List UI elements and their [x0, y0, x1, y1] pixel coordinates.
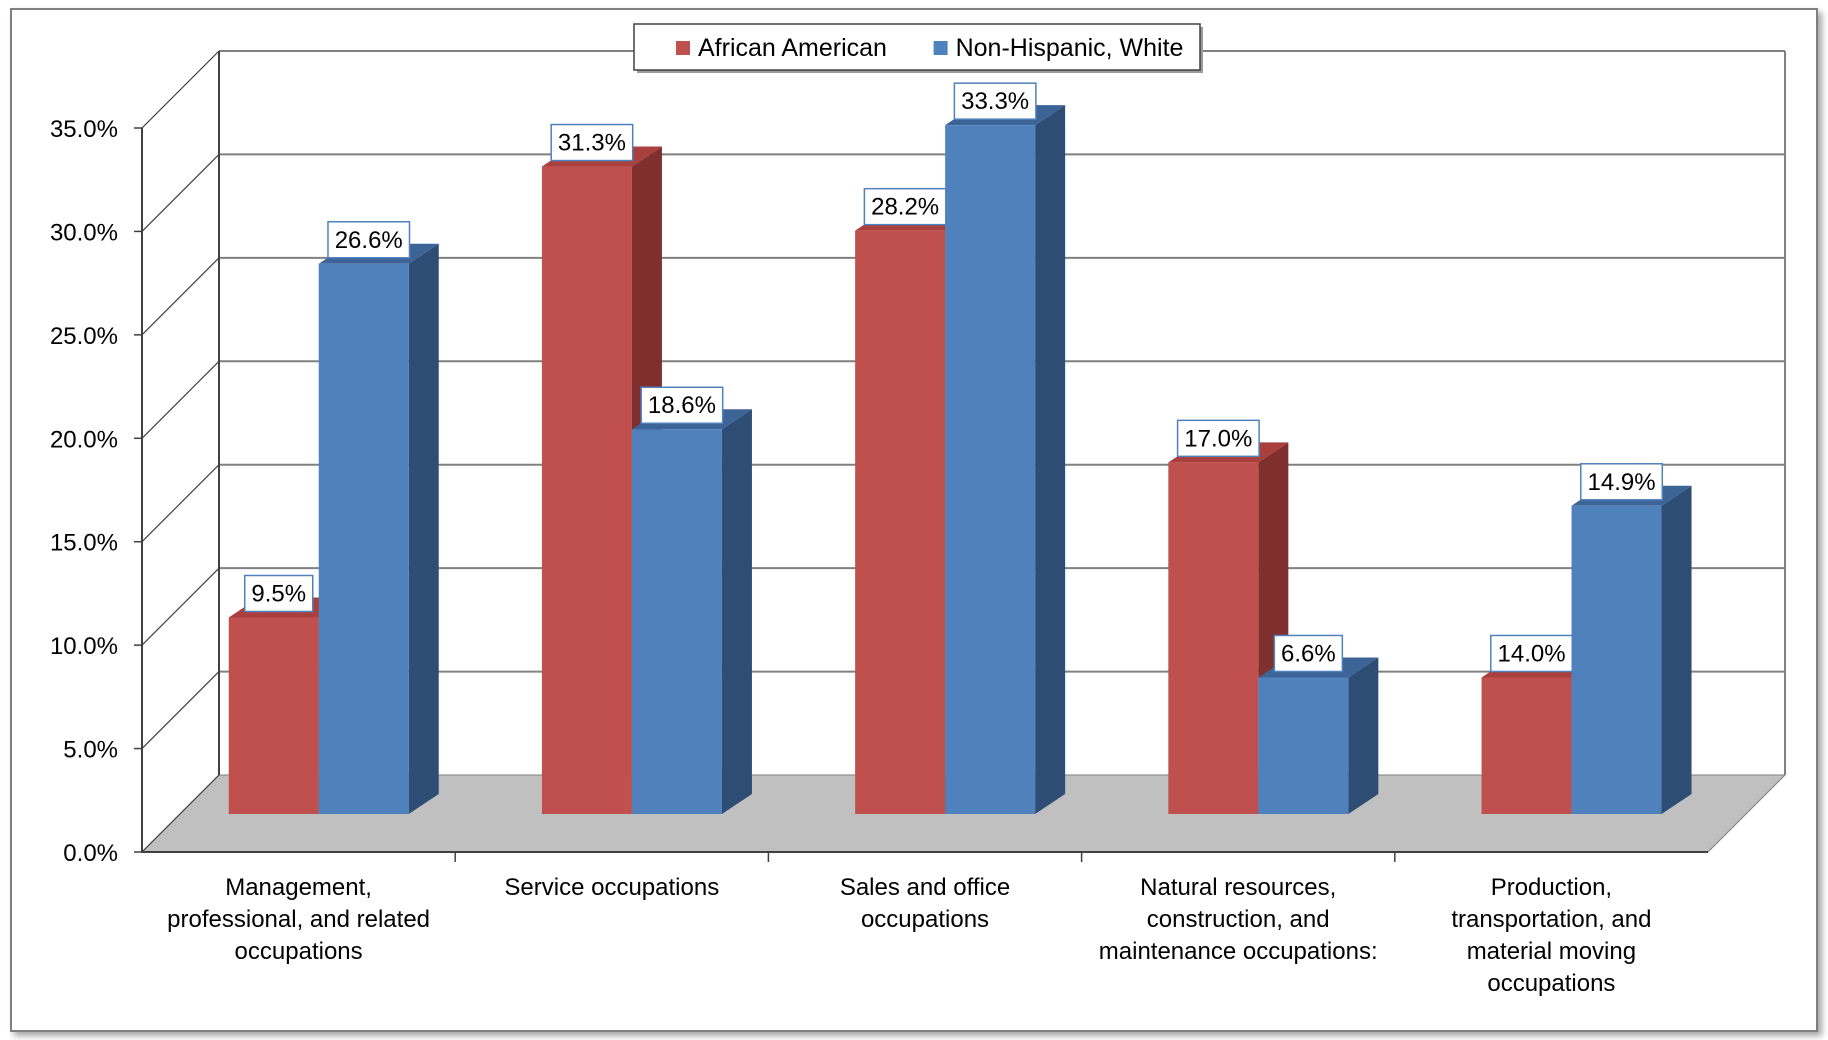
data-label-box-0-0: [243, 574, 314, 613]
data-label-0-2: 28.2%: [871, 194, 939, 221]
data-label-1-0: 26.6%: [335, 227, 403, 254]
data-label-0-3: 17.0%: [1184, 425, 1252, 452]
x-category-label: material moving: [1467, 938, 1636, 965]
y-tick-label: 20.0%: [50, 426, 118, 453]
data-label-box-0-2: [863, 187, 947, 226]
data-label-1-4: 14.9%: [1588, 469, 1656, 496]
bar-1-2: [945, 125, 1036, 814]
bar-0-1: [541, 166, 632, 815]
data-label-box-0-4: [1490, 634, 1574, 673]
x-category-label: Service occupations: [504, 874, 719, 901]
bar-1-4: [1571, 505, 1662, 814]
bar-0-3: [1168, 462, 1259, 814]
side-wall-line: [141, 774, 220, 853]
bar-side-1-2: [1035, 105, 1066, 814]
bar-1-1: [631, 429, 722, 814]
legend: [633, 23, 1201, 71]
x-category-label: occupations: [1487, 970, 1615, 997]
data-label-1-3: 6.6%: [1281, 640, 1336, 667]
x-category-label: maintenance occupations:: [1099, 938, 1378, 965]
x-category-label: Sales and office: [840, 874, 1010, 901]
bar-1-0: [318, 263, 409, 814]
y-tick-label: 0.0%: [63, 840, 118, 867]
side-wall-line: [141, 257, 220, 336]
data-label-box-1-2: [953, 82, 1037, 120]
legend-label-1: Non-Hispanic, White: [956, 34, 1184, 62]
data-label-0-1: 31.3%: [558, 130, 626, 157]
x-category-label: construction, and: [1147, 906, 1330, 933]
legend-label-0: African American: [698, 34, 887, 62]
x-category-label: transportation, and: [1451, 906, 1651, 933]
y-tick-label: 10.0%: [50, 633, 118, 660]
y-tick-label: 30.0%: [50, 219, 118, 246]
bar-0-2: [855, 230, 946, 815]
data-label-1-2: 33.3%: [961, 88, 1029, 115]
data-label-box-0-1: [550, 123, 634, 162]
y-tick-label: 35.0%: [50, 116, 118, 143]
data-label-0-4: 14.0%: [1498, 640, 1566, 667]
data-label-box-1-4: [1580, 463, 1664, 501]
data-label-box-1-3: [1273, 634, 1344, 673]
bar-side-1-0: [408, 243, 439, 814]
bar-1-3: [1258, 677, 1349, 814]
side-wall-line: [141, 154, 220, 232]
side-wall-line: [141, 464, 220, 543]
x-category-label: occupations: [861, 906, 989, 933]
data-label-box-1-0: [327, 221, 411, 259]
side-wall-line: [141, 567, 220, 646]
bar-side-1-1: [721, 409, 752, 814]
y-tick-label: 5.0%: [63, 737, 118, 764]
x-category-label: Management,: [225, 874, 372, 901]
x-category-label: Natural resources,: [1140, 874, 1336, 901]
bar-side-1-3: [1348, 657, 1379, 814]
y-tick-label: 15.0%: [50, 530, 118, 557]
side-wall-line: [141, 50, 220, 129]
x-category-label: Production,: [1491, 874, 1612, 901]
bar-0-0: [228, 617, 319, 814]
side-wall-line: [141, 360, 220, 439]
bar-0-4: [1481, 677, 1572, 814]
data-label-box-1-1: [640, 386, 724, 424]
x-category-label: professional, and related: [167, 906, 430, 933]
data-label-0-0: 9.5%: [251, 580, 306, 607]
legend-swatch-0: [676, 41, 690, 55]
data-label-box-0-3: [1176, 419, 1260, 458]
data-label-1-1: 18.6%: [648, 392, 716, 419]
side-wall-line: [141, 671, 220, 749]
x-category-label: occupations: [235, 938, 363, 965]
y-tick-label: 25.0%: [50, 323, 118, 350]
legend-swatch-1: [933, 41, 948, 55]
bar-side-1-4: [1661, 485, 1692, 814]
